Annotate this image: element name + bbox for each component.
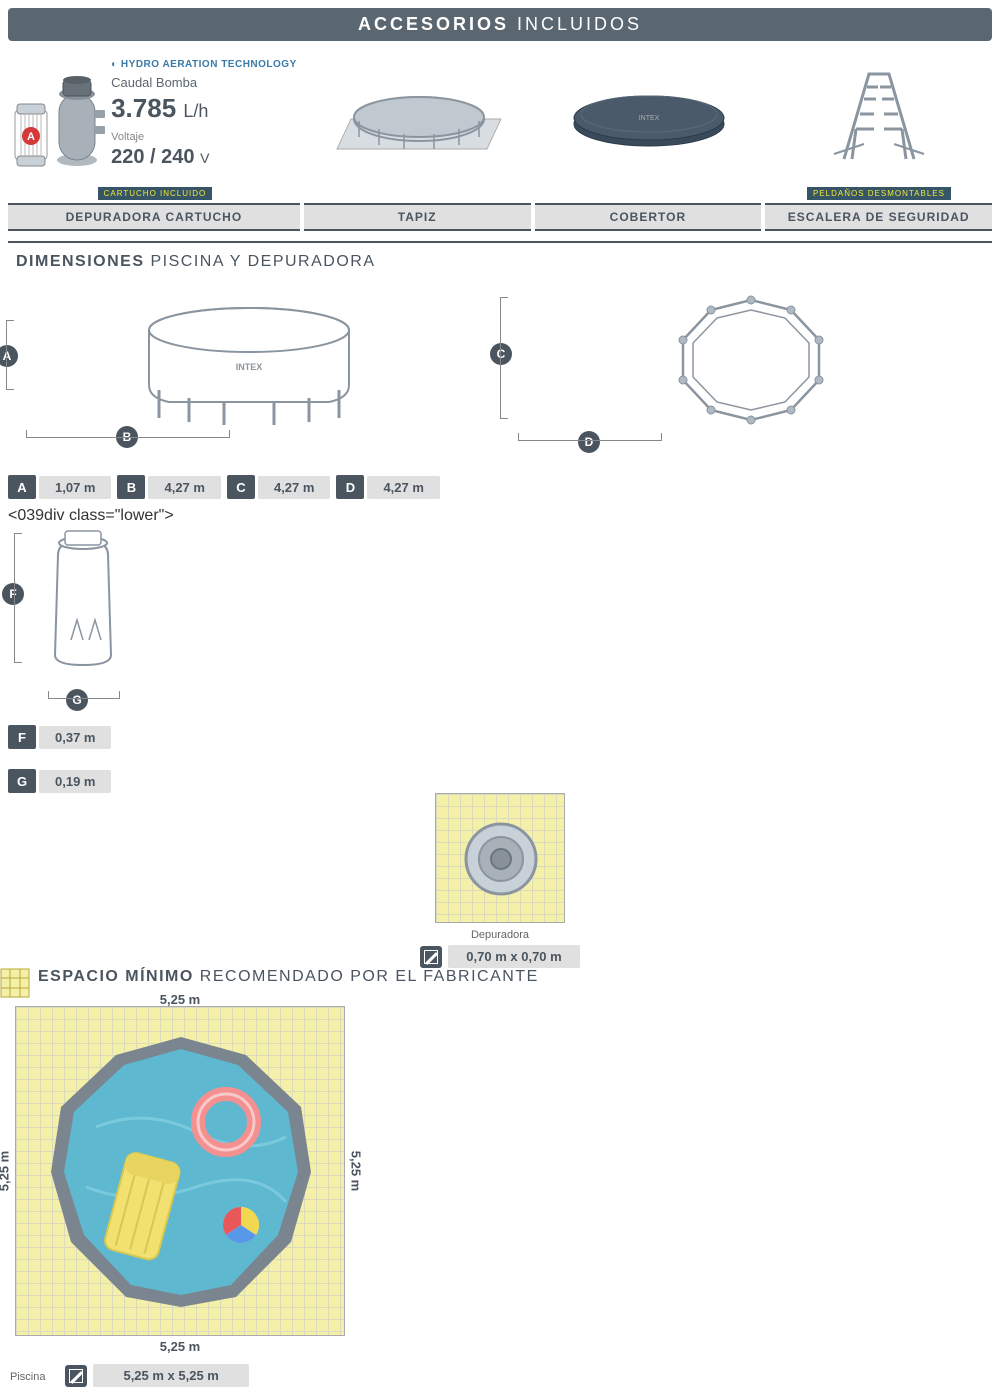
key-F: F xyxy=(8,725,36,749)
svg-text:INTEX: INTEX xyxy=(236,362,263,372)
piscina-size: 5,25 m x 5,25 m xyxy=(93,1364,248,1387)
acc-mat xyxy=(306,49,532,179)
cartridge-badge: CARTUCHO INCLUIDO xyxy=(98,187,213,200)
svg-text:A: A xyxy=(27,131,35,143)
cartridge-icon: A xyxy=(13,102,49,170)
divider xyxy=(8,241,992,243)
dims-title: DIMENSIONES PISCINA Y DEPURADORA xyxy=(8,249,992,275)
key-D: D xyxy=(336,475,364,499)
key-B: B xyxy=(117,475,145,499)
label-2: COBERTOR xyxy=(535,203,762,231)
key-A: A xyxy=(8,475,36,499)
ladder-badge: PELDAÑOS DESMONTABLES xyxy=(807,187,951,200)
accessories-row: A ◐ HYDRO AERATION TECHNOLOGY Caudal Bom… xyxy=(0,49,1000,179)
dims-ABCD: A1,07 m B4,27 m C4,27 m D4,27 m xyxy=(8,475,992,499)
flow-value: 3.785 L/h xyxy=(111,92,297,126)
label-row: DEPURADORA CARTUCHO TAPIZ COBERTOR ESCAL… xyxy=(0,203,1000,231)
grid-icon xyxy=(0,968,30,998)
val-C: 4,27 m xyxy=(258,476,330,499)
val-A: 1,07 m xyxy=(39,476,111,499)
acc-ladder xyxy=(766,49,992,179)
key-G: G xyxy=(8,769,36,793)
area-icon xyxy=(420,946,442,968)
volt-value: 220 / 240 V xyxy=(111,144,297,170)
space-bottom: 5,25 m xyxy=(160,1339,200,1354)
volt-label: Voltaje xyxy=(111,130,297,144)
svg-text:INTEX: INTEX xyxy=(639,115,660,122)
pool-side-view: INTEX A B xyxy=(8,290,490,430)
key-C: C xyxy=(227,475,255,499)
space-left: 5,25 m xyxy=(0,1151,12,1191)
header: ACCESORIOS INCLUIDOS xyxy=(8,8,992,41)
pump-icon xyxy=(55,70,105,170)
dep-caption: Depuradora xyxy=(471,929,529,941)
dep-size: 0,70 m x 0,70 m xyxy=(448,945,579,968)
space-top: 5,25 m xyxy=(160,992,200,1007)
label-1: TAPIZ xyxy=(304,203,531,231)
acc-pump: A ◐ HYDRO AERATION TECHNOLOGY Caudal Bom… xyxy=(8,49,302,179)
label-0: DEPURADORA CARTUCHO xyxy=(8,203,300,231)
val-B: 4,27 m xyxy=(148,476,220,499)
space-title: ESPACIO MÍNIMO RECOMENDADO POR EL FABRIC… xyxy=(0,968,1000,998)
flow-label: Caudal Bomba xyxy=(111,75,297,92)
pump-specs: ◐ HYDRO AERATION TECHNOLOGY Caudal Bomba… xyxy=(111,58,297,170)
space-grid xyxy=(15,1006,345,1336)
hydro-brand: ◐ HYDRO AERATION TECHNOLOGY xyxy=(111,58,297,71)
area-icon-2 xyxy=(65,1365,87,1387)
depuradora-box: Depuradora 0,70 m x 0,70 m xyxy=(8,793,992,968)
filter-view: F G xyxy=(8,525,148,705)
badge-row: CARTUCHO INCLUIDO PELDAÑOS DESMONTABLES xyxy=(0,183,1000,201)
space-right: 5,25 m xyxy=(348,1151,363,1191)
right-panel: ESPACIO MÍNIMO RECOMENDADO POR EL FABRIC… xyxy=(0,968,1000,1387)
piscina-caption: Piscina xyxy=(10,1371,45,1383)
left-panel: DIMENSIONES PISCINA Y DEPURADORA INTEX A… xyxy=(8,249,992,968)
dims-FG: F0,37 m G0,19 m xyxy=(8,725,128,793)
pool-top-view: C D xyxy=(510,285,992,435)
label-3: ESCALERA DE SEGURIDAD xyxy=(765,203,992,231)
val-D: 4,27 m xyxy=(367,476,439,499)
acc-cover: INTEX xyxy=(536,49,762,179)
val-F: 0,37 m xyxy=(39,726,111,749)
val-G: 0,19 m xyxy=(39,770,111,793)
